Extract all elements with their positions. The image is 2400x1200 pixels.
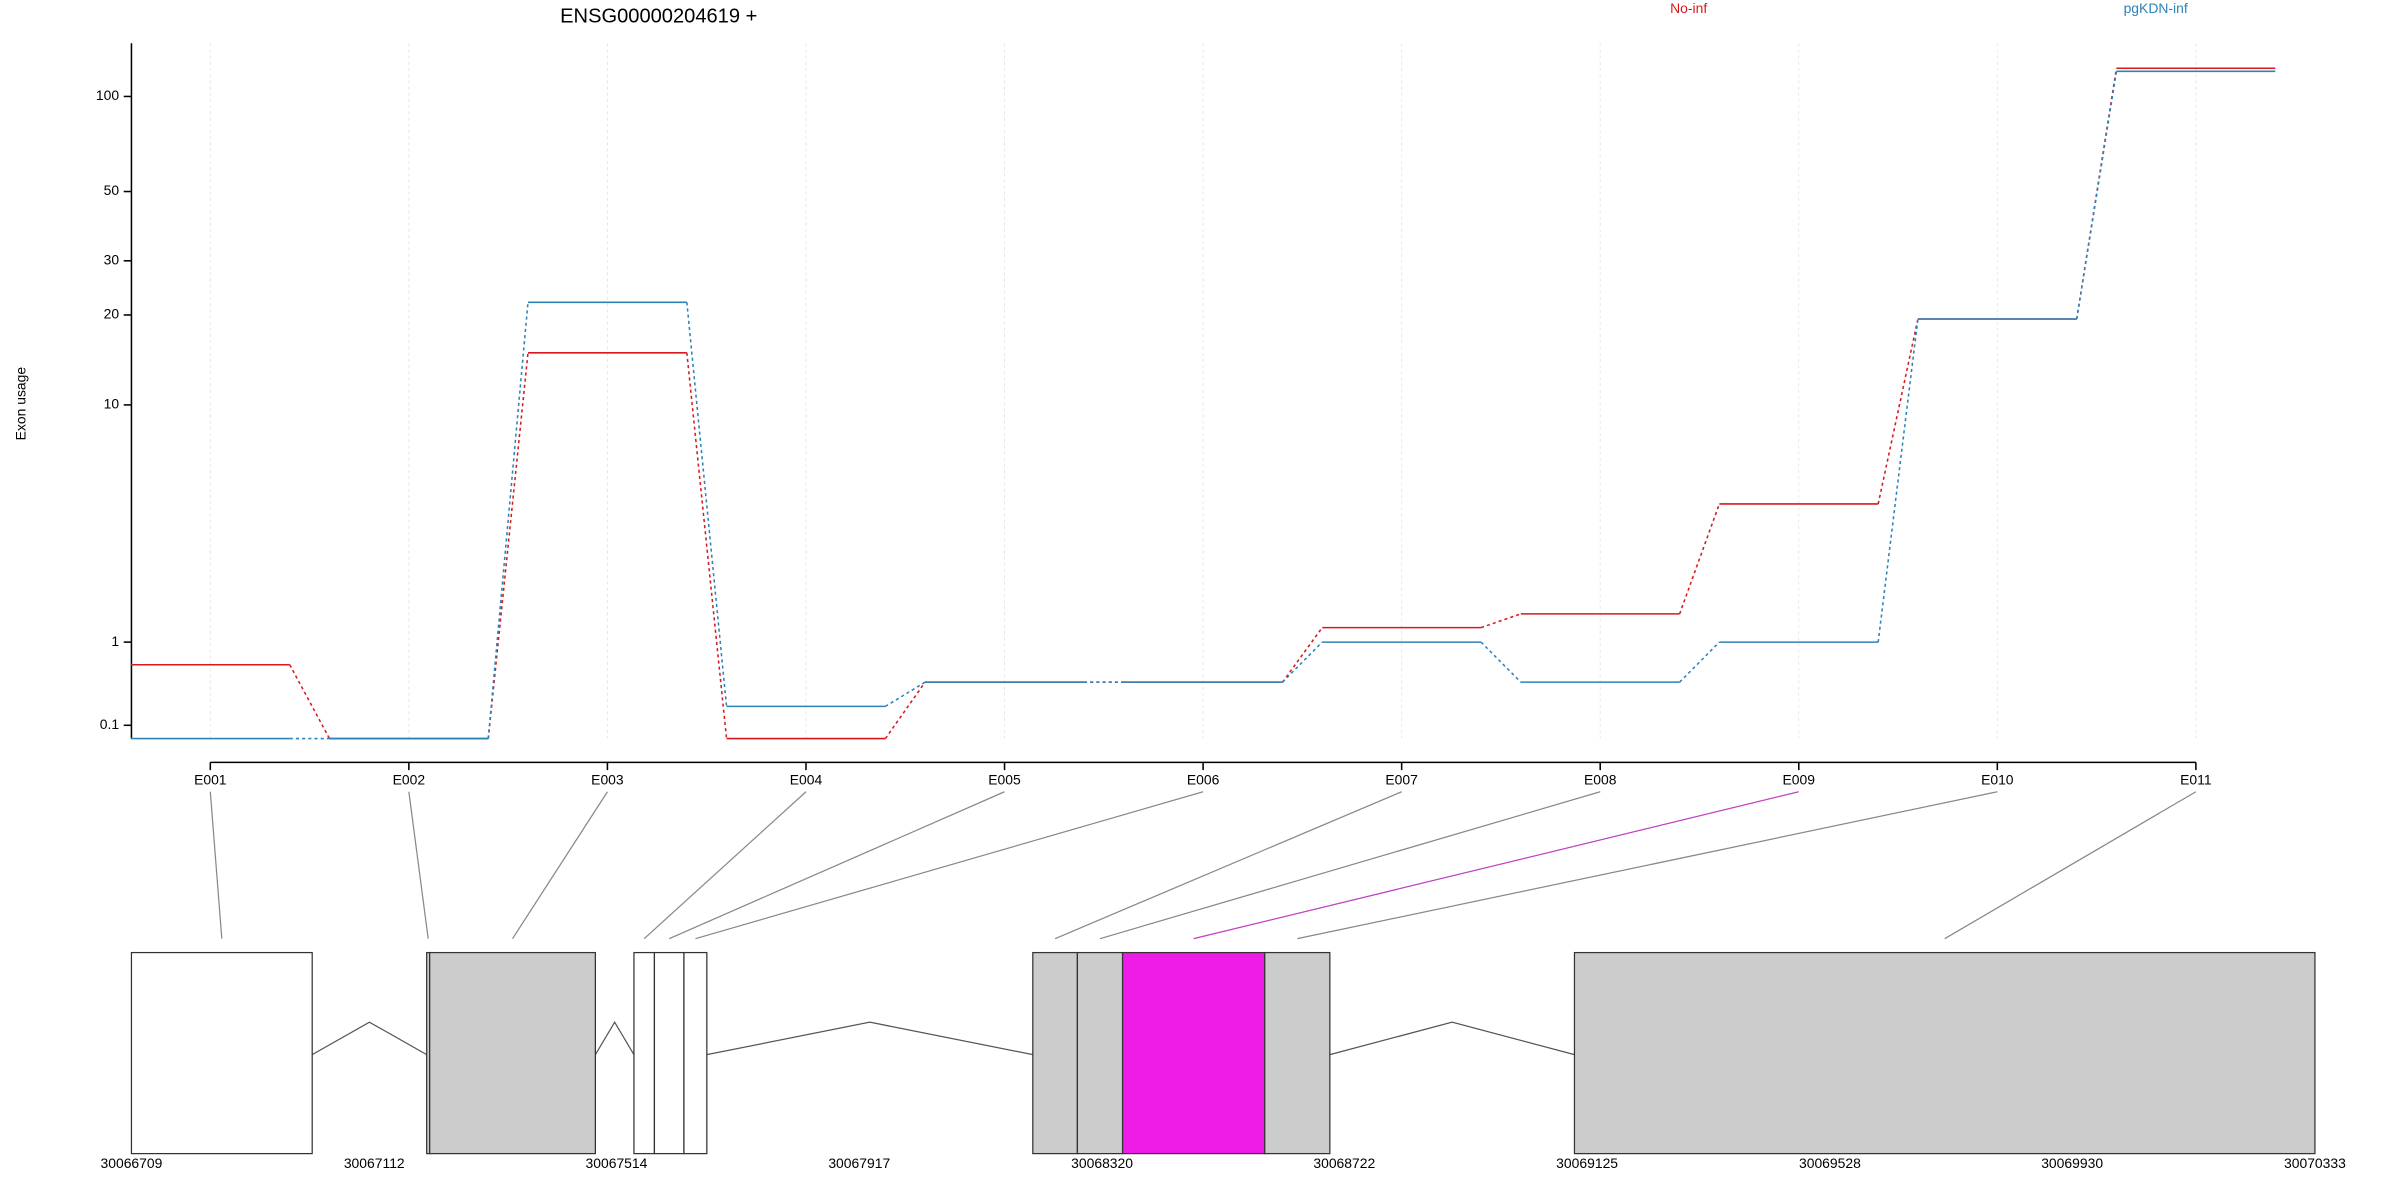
exon-box	[653, 951, 685, 1155]
exon-link	[1054, 791, 1402, 940]
x-tick-label: E010	[1981, 772, 2014, 788]
x-tick-label: E011	[2180, 772, 2212, 788]
genomic-tick-label: 30069125	[1556, 1155, 1618, 1171]
x-tick-label: E003	[591, 772, 624, 788]
connector	[289, 664, 331, 739]
intron	[1329, 1021, 1575, 1056]
connector	[884, 681, 926, 740]
connector	[2075, 71, 2118, 320]
x-tick-label: E004	[790, 772, 823, 788]
y-tick-label: 0.1	[100, 716, 120, 732]
genomic-tick-label: 30069930	[2041, 1155, 2103, 1171]
exon-box	[429, 951, 596, 1155]
exon-link	[209, 791, 223, 939]
x-tick-label: E006	[1187, 772, 1220, 788]
intron	[706, 1021, 1033, 1056]
exon-link	[668, 791, 1005, 940]
connector	[686, 352, 728, 739]
intron	[594, 1020, 635, 1055]
connector	[686, 302, 728, 707]
x-tick-label: E001	[194, 772, 227, 788]
genomic-tick-label: 30067917	[828, 1155, 890, 1171]
connector	[1480, 641, 1522, 683]
connector	[1877, 318, 1919, 643]
connector	[1877, 318, 1919, 505]
connector	[1281, 641, 1323, 683]
x-tick-label: E005	[988, 772, 1021, 788]
exon-link	[1297, 791, 1998, 940]
x-tick-label: E007	[1385, 772, 1418, 788]
exon-box	[1264, 951, 1331, 1155]
legend-label: No-inf	[1670, 0, 1707, 16]
exon-box	[1032, 951, 1079, 1155]
genomic-tick-label: 30067112	[344, 1155, 405, 1171]
exon-box	[1076, 951, 1124, 1155]
connector	[1480, 613, 1522, 629]
chart-title: ENSG00000204619 +	[560, 5, 757, 27]
exon-link	[695, 791, 1204, 940]
y-tick-label: 50	[104, 182, 120, 198]
genomic-tick-label: 30070333	[2284, 1155, 2346, 1171]
connector	[1281, 627, 1323, 683]
genomic-tick-label: 30068722	[1313, 1155, 1375, 1171]
exon-box	[130, 951, 313, 1155]
exon-link	[1099, 791, 1601, 940]
genomic-tick-label: 30066709	[101, 1155, 163, 1171]
x-tick-label: E009	[1783, 772, 1816, 788]
y-tick-label: 30	[104, 251, 120, 267]
y-tick-label: 20	[104, 306, 120, 322]
connector	[1678, 503, 1721, 615]
exon-box	[1573, 951, 2316, 1155]
genomic-tick-label: 30069528	[1799, 1155, 1861, 1171]
x-tick-label: E008	[1584, 772, 1617, 788]
exon-link	[512, 791, 608, 939]
exon-link	[408, 791, 429, 939]
exon-box	[633, 951, 656, 1155]
exon-link	[1193, 791, 1799, 940]
genomic-tick-label: 30067514	[586, 1155, 648, 1171]
exon-box	[1121, 951, 1266, 1155]
exon-box	[683, 951, 708, 1155]
connector	[487, 302, 529, 739]
exon-link	[643, 791, 807, 940]
y-tick-label: 100	[96, 87, 119, 103]
connector	[884, 681, 926, 708]
exon-link	[1944, 791, 2197, 940]
connector	[1679, 641, 1720, 683]
intron	[311, 1021, 427, 1056]
genomic-tick-label: 30068320	[1071, 1155, 1133, 1171]
y-axis-label: Exon usage	[12, 367, 28, 441]
x-tick-label: E002	[393, 772, 426, 788]
legend-label: pgKDN-inf	[2124, 0, 2188, 16]
y-tick-label: 1	[111, 633, 119, 649]
y-tick-label: 10	[104, 396, 120, 412]
